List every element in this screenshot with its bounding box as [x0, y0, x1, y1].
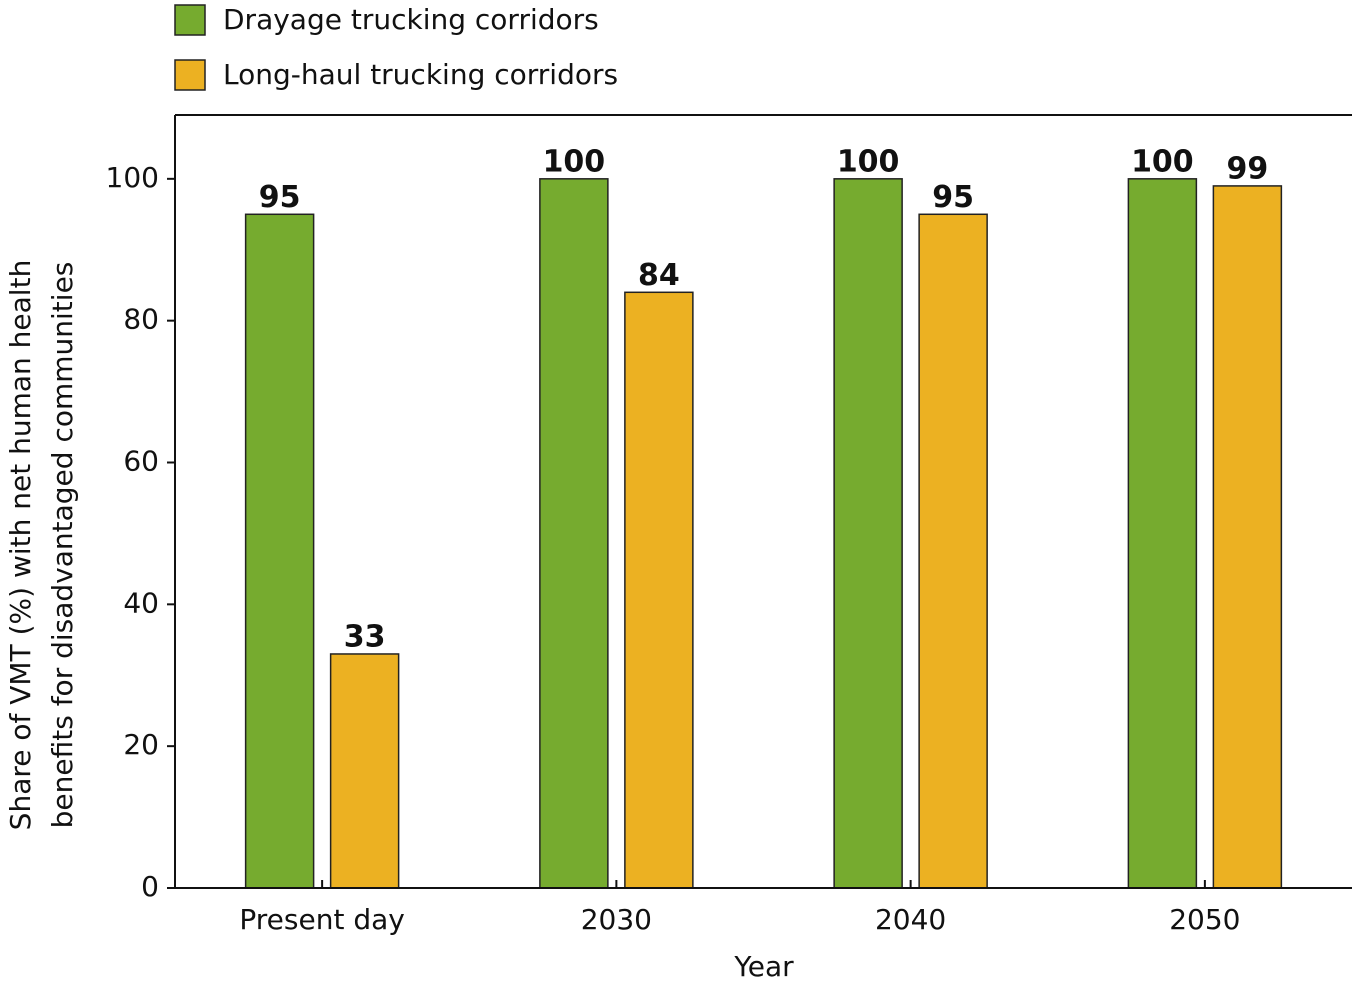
bar [1127, 178, 1198, 889]
value-label: 95 [259, 180, 301, 215]
x-axis-label: Year [733, 950, 794, 983]
bar [539, 178, 609, 889]
value-label: 100 [543, 144, 606, 179]
value-label: 84 [638, 258, 680, 293]
legend-swatch [174, 59, 206, 91]
y-axis-label: Share of VMT (%) with net human health b… [4, 260, 79, 831]
bar [329, 653, 400, 889]
bar [624, 291, 694, 889]
bar [1212, 185, 1283, 889]
value-label: 100 [837, 144, 900, 179]
y-tick-label: 60 [123, 444, 159, 477]
legend-label: Drayage trucking corridors [223, 3, 599, 36]
value-label: 95 [932, 180, 974, 215]
value-label: 99 [1227, 151, 1269, 186]
value-label: 33 [344, 619, 386, 654]
x-tick-label: 2050 [1169, 903, 1240, 936]
x-tick-label: 2030 [581, 903, 652, 936]
legend-label: Long-haul trucking corridors [223, 58, 618, 91]
x-tick-label: 2040 [875, 903, 946, 936]
y-tick-label: 40 [123, 586, 159, 619]
bar [918, 213, 988, 889]
bar [244, 213, 315, 889]
y-tick-label: 20 [123, 728, 159, 761]
y-tick-label: 100 [106, 161, 159, 194]
bar [833, 178, 903, 889]
value-label: 100 [1131, 144, 1194, 179]
y-tick-label: 80 [123, 303, 159, 336]
y-axis-label-line: Share of VMT (%) with net human health [4, 260, 37, 831]
legend-swatch [174, 4, 206, 36]
x-tick-label: Present day [239, 903, 404, 936]
y-tick-label: 0 [141, 870, 159, 903]
y-axis-label-line: benefits for disadvantaged communities [46, 262, 79, 829]
